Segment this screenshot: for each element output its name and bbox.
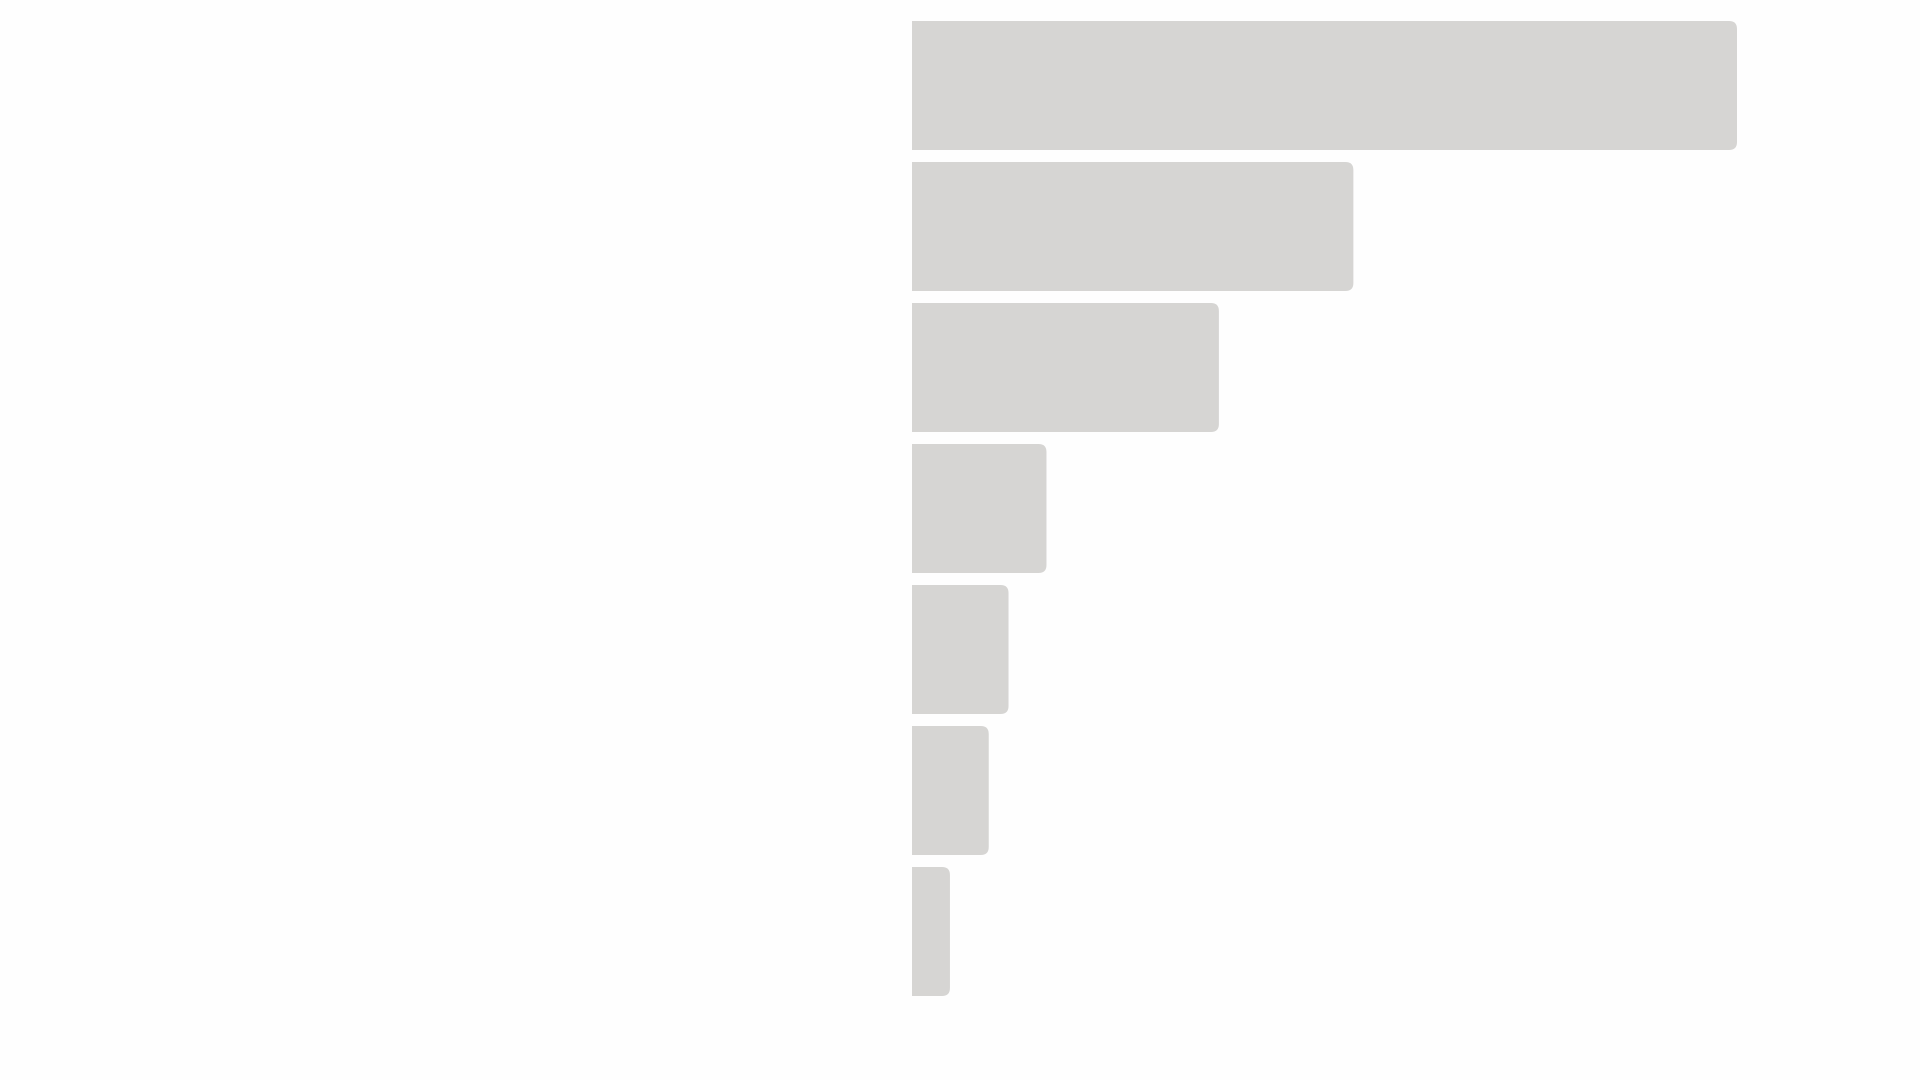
bar <box>912 303 1219 432</box>
bar <box>912 444 1047 573</box>
bar <box>912 585 1009 714</box>
bar <box>912 162 1354 291</box>
bar <box>912 867 950 996</box>
bar <box>912 21 1737 150</box>
bar <box>912 726 989 855</box>
